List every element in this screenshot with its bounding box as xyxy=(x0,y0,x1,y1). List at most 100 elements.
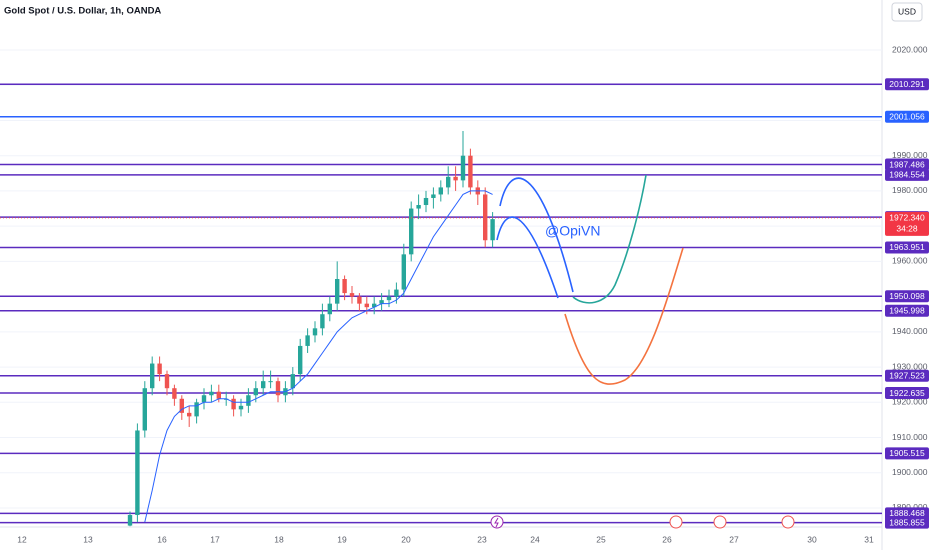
price-axis: 1890.000 1900.000 1910.000 1920.000 1930.000… xyxy=(885,44,929,529)
level-tag-label: 1950.098 xyxy=(889,291,925,301)
level-tag xyxy=(885,290,929,303)
candle-body xyxy=(179,398,184,413)
event-icon[interactable] xyxy=(713,515,727,529)
candle-body xyxy=(290,374,295,389)
candle-body xyxy=(216,391,221,399)
candle-body xyxy=(253,388,258,396)
level-tag xyxy=(885,387,929,400)
level-tag xyxy=(885,304,929,317)
candle-body xyxy=(446,176,451,188)
y-tick-label: 1980.000 xyxy=(892,185,928,195)
candle-body xyxy=(231,398,236,410)
level-tag-label: 1888.468 xyxy=(889,508,925,518)
candle-body xyxy=(423,197,429,206)
projection-curve xyxy=(572,174,647,304)
level-tag xyxy=(885,241,929,254)
countdown: 34:28 xyxy=(896,224,918,234)
event-icon[interactable] xyxy=(490,515,504,529)
level-tag-label: 1905.515 xyxy=(889,448,925,458)
candle-body xyxy=(150,363,155,389)
level-tag-label: 1927.523 xyxy=(889,371,925,381)
candle-body xyxy=(142,388,147,431)
candle-body xyxy=(349,293,355,297)
level-tag-label: 2010.291 xyxy=(889,79,925,89)
candle-body xyxy=(401,254,406,290)
level-tag xyxy=(885,507,929,520)
plot-area xyxy=(0,49,882,527)
event-icon[interactable] xyxy=(781,515,795,529)
candle-body xyxy=(409,208,414,255)
candle-body xyxy=(305,335,310,346)
projection-curve xyxy=(496,216,559,299)
candle-body xyxy=(268,381,273,383)
candle-body xyxy=(246,395,251,406)
level-tag xyxy=(885,158,929,171)
candle-body xyxy=(298,345,303,375)
currency-box[interactable] xyxy=(891,2,923,22)
candle-body xyxy=(342,279,347,294)
currency[interactable]: USD xyxy=(898,6,916,16)
x-tick-label: 20 xyxy=(401,534,411,544)
candle-body xyxy=(275,381,281,396)
x-tick-label: 27 xyxy=(729,534,739,544)
candle-body xyxy=(164,374,170,389)
y-tick-label: 1910.000 xyxy=(892,432,928,442)
candle-body xyxy=(453,176,458,181)
candle-body xyxy=(379,300,384,304)
candle-body xyxy=(335,279,340,304)
last-price-label: 1972.340 xyxy=(889,213,925,223)
y-tick-label: 1890.000 xyxy=(892,502,928,512)
candle-body xyxy=(327,303,332,315)
x-tick-label: 19 xyxy=(337,534,347,544)
level-tag xyxy=(885,78,929,91)
level-tag-label: 1987.486 xyxy=(889,159,925,169)
candle-body xyxy=(312,328,318,336)
y-tick-label: 1940.000 xyxy=(892,326,928,336)
candle-body xyxy=(157,363,162,375)
level-tag-label: 1963.951 xyxy=(889,242,925,252)
candle-body xyxy=(372,303,377,308)
candle-body xyxy=(490,219,495,241)
level-tag-label: 2001.056 xyxy=(889,112,925,122)
candle-body xyxy=(357,296,362,304)
candle-body xyxy=(135,430,140,516)
level-tag xyxy=(885,516,929,529)
level-tag-label: 1945.998 xyxy=(889,305,925,315)
x-tick-label: 17 xyxy=(210,534,220,544)
candle-body xyxy=(201,395,207,403)
y-tick-label: 1930.000 xyxy=(892,361,928,371)
level-tag-label: 1885.855 xyxy=(889,517,925,527)
candle-body xyxy=(187,412,192,417)
moving-average xyxy=(144,190,493,523)
x-tick-label: 25 xyxy=(596,534,606,544)
chart-title: Gold Spot / U.S. Dollar, 1h, OANDA xyxy=(4,6,161,17)
x-tick-label: 26 xyxy=(662,534,672,544)
last-price-tag xyxy=(885,211,929,236)
x-tick-label: 30 xyxy=(807,534,817,544)
projection-curve xyxy=(564,247,684,385)
level-tag xyxy=(885,447,929,460)
level-tag-label: 1922.635 xyxy=(889,388,925,398)
candle-body xyxy=(483,194,488,241)
candle-body xyxy=(194,402,199,417)
candle-body xyxy=(431,194,436,198)
x-tick-label: 24 xyxy=(530,534,540,544)
y-tick-label: 1920.000 xyxy=(892,397,928,407)
annotation: @OpiVN xyxy=(545,223,600,239)
candle-body xyxy=(416,205,421,209)
y-tick-label: 2020.000 xyxy=(892,44,928,54)
x-tick-label: 12 xyxy=(17,534,27,544)
x-tick-label: 13 xyxy=(83,534,93,544)
candle-body xyxy=(364,303,369,308)
candle-body xyxy=(386,296,392,301)
candle-body xyxy=(127,515,133,526)
candle-body xyxy=(209,391,214,396)
candle-body xyxy=(261,381,266,389)
x-tick-label: 18 xyxy=(274,534,284,544)
candle-body xyxy=(320,314,325,329)
event-icon[interactable] xyxy=(669,515,683,529)
candle-body xyxy=(238,405,244,410)
